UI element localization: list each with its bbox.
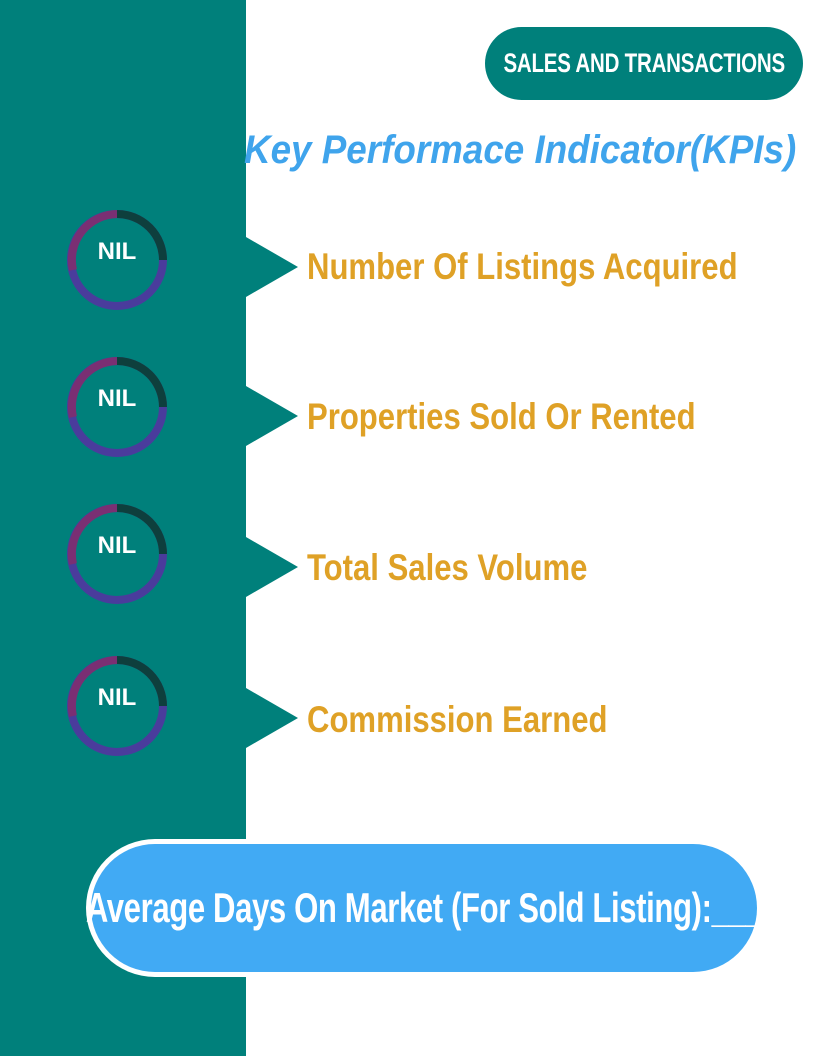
ring-graphic xyxy=(67,210,167,310)
ring-graphic xyxy=(67,504,167,604)
average-days-pill: Average Days On Market (For Sold Listing… xyxy=(86,844,763,972)
pointer-arrow xyxy=(246,537,298,597)
metric-ring-listings: NIL xyxy=(65,208,169,312)
section-title: SALES AND TRANSACTIONS xyxy=(503,48,785,78)
pointer-arrow xyxy=(246,237,298,297)
ring-graphic xyxy=(67,357,167,457)
metric-label-sold: Properties Sold Or Rented xyxy=(307,396,696,437)
metric-value: NIL xyxy=(97,532,137,559)
metric-value: NIL xyxy=(97,385,137,412)
kpi-heading: Key Performace Indicator(KPIs) xyxy=(243,128,796,172)
metric-label-listings: Number Of Listings Acquired xyxy=(307,246,738,287)
metric-label-volume: Total Sales Volume xyxy=(307,547,588,588)
metric-label-commission: Commission Earned xyxy=(307,699,608,740)
average-days-text: Average Days On Market (For Sold Listing… xyxy=(85,884,763,931)
section-header-pill: SALES AND TRANSACTIONS xyxy=(485,27,803,100)
ring-graphic xyxy=(67,656,167,756)
pointer-arrow xyxy=(246,386,298,446)
metric-value: NIL xyxy=(97,684,137,711)
metric-ring-commission: NIL xyxy=(65,654,169,758)
metric-ring-sold: NIL xyxy=(65,355,169,459)
metric-value: NIL xyxy=(97,238,137,265)
metric-ring-volume: NIL xyxy=(65,502,169,606)
pointer-arrow xyxy=(246,688,298,748)
